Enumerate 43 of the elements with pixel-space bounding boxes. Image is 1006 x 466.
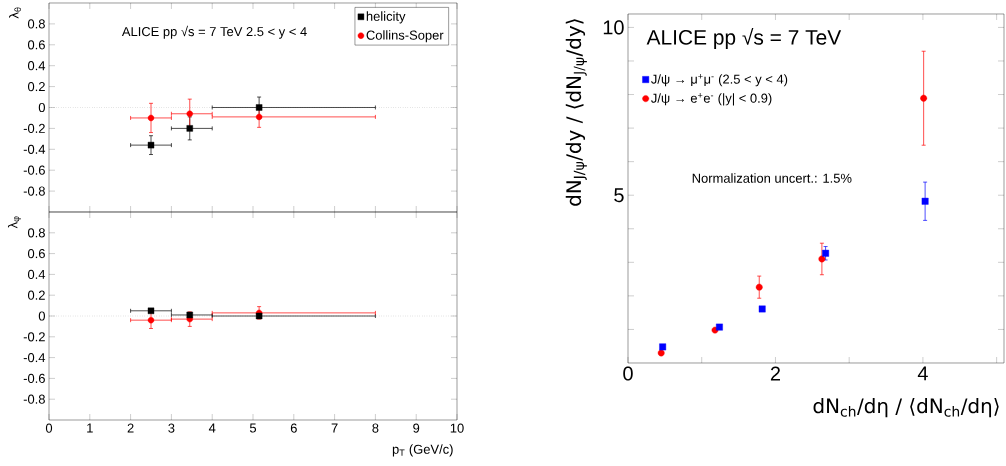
x-tick-label: 9 bbox=[413, 423, 420, 433]
x-tick-label: 4 bbox=[917, 366, 928, 381]
x-axis-title: dN$_{ch}$/dη / ⟨dN$_{ch}$/dη⟩ bbox=[813, 397, 999, 418]
y-tick-label: 0.6 bbox=[27, 249, 45, 259]
y-tick-label: 0.8 bbox=[27, 228, 45, 238]
y-tick-label: -0.4 bbox=[23, 353, 46, 363]
legend-label: J/ψ → e$^{+}$e$^{-}$ (|y| < 0.9) bbox=[651, 93, 772, 106]
y-tick-label: 0 bbox=[38, 102, 45, 113]
y-tick-label: 0.8 bbox=[27, 19, 45, 29]
y-axis-title: λ$_{θ}$ bbox=[9, 7, 22, 19]
annotation: ALICE pp √s = 7 TeV 2.5 < y < 4 bbox=[121, 25, 307, 39]
x-tick-label: 6 bbox=[290, 423, 297, 433]
y-tick-label: 0 bbox=[38, 311, 45, 321]
x-tick-label: 5 bbox=[249, 423, 257, 433]
x-axis-title: p$_{T}$ (GeV/c) bbox=[392, 444, 453, 457]
x-tick-label: 2 bbox=[127, 423, 134, 433]
y-tick-label: 0.6 bbox=[27, 40, 45, 50]
x-tick-label: 4 bbox=[208, 423, 216, 433]
y-tick-label: -0.8 bbox=[23, 186, 45, 196]
x-tick-label: 0 bbox=[45, 423, 53, 433]
y-tick-label: -0.6 bbox=[23, 165, 45, 175]
annotation: ALICE pp √s = 7 TeV bbox=[646, 27, 842, 49]
y-tick-label: 0.2 bbox=[27, 82, 45, 92]
legend-label: Collins-Soper bbox=[366, 30, 444, 43]
y-tick-label: -0.4 bbox=[23, 144, 46, 154]
y-tick-label: -0.6 bbox=[23, 373, 45, 383]
legend-label: helicity bbox=[366, 11, 406, 24]
x-tick-label: 10 bbox=[450, 423, 464, 433]
y-tick-label: -0.2 bbox=[23, 332, 45, 342]
y-tick-label: 0.2 bbox=[27, 290, 45, 300]
x-tick-label: 2 bbox=[770, 366, 780, 381]
x-tick-label: 3 bbox=[168, 423, 175, 433]
legend-label: J/ψ → μ$^{+}$μ$^{-}$ (2.5 < y < 4) bbox=[651, 74, 788, 87]
y-axis-title: dN$_{J/ψ}$/dy / ⟨dN$_{J/ψ}$/dy⟩ bbox=[565, 19, 587, 206]
y-tick-label: -0.2 bbox=[23, 123, 45, 133]
y-tick-label: 0.4 bbox=[27, 61, 46, 71]
y-tick-label: 0.4 bbox=[27, 269, 46, 279]
x-tick-label: 8 bbox=[372, 423, 379, 433]
x-tick-label: 1 bbox=[87, 423, 93, 433]
annotation: Normalization uncert.: 1.5% bbox=[692, 173, 852, 183]
y-axis-title: λ$_{φ}$ bbox=[7, 216, 21, 229]
x-tick-label: 7 bbox=[331, 423, 338, 433]
y-tick-label: -0.8 bbox=[23, 394, 45, 404]
